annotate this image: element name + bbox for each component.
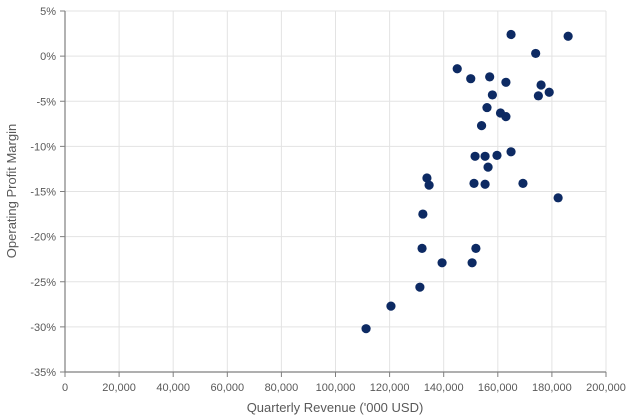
- data-point: [482, 102, 492, 113]
- data-point: [501, 111, 511, 122]
- data-point: [437, 258, 447, 268]
- x-tick-label: 140,000: [424, 382, 464, 394]
- y-tick-label: -15%: [30, 187, 56, 199]
- data-point: [471, 243, 481, 253]
- y-axis-title: Operating Profit Margin: [4, 124, 19, 258]
- data-point: [531, 48, 541, 59]
- data-points: [361, 29, 573, 334]
- y-tick-label: -30%: [30, 322, 56, 334]
- x-tick-label: 20,000: [102, 382, 136, 394]
- gridlines: [65, 10, 607, 372]
- data-point: [424, 180, 434, 190]
- data-point: [480, 179, 490, 189]
- data-point: [518, 178, 528, 188]
- data-point: [501, 77, 511, 87]
- y-tick-label: -20%: [30, 232, 56, 244]
- data-point: [483, 162, 493, 172]
- data-point: [563, 31, 573, 41]
- y-tick-label: 5%: [40, 6, 56, 18]
- x-tick-label: 80,000: [265, 382, 299, 394]
- x-tick-label: 180,000: [532, 382, 572, 394]
- data-point: [386, 301, 396, 311]
- data-point: [485, 72, 495, 82]
- y-tick-label: 0%: [40, 51, 56, 63]
- data-point: [492, 150, 502, 160]
- data-point: [467, 258, 477, 268]
- data-point: [533, 91, 543, 101]
- x-tick-label: 0: [62, 382, 68, 394]
- x-tick-label: 200,000: [586, 382, 626, 394]
- data-point: [415, 282, 425, 292]
- data-point: [544, 87, 554, 97]
- data-point: [422, 173, 432, 183]
- x-tick-label: 160,000: [478, 382, 518, 394]
- data-point: [469, 178, 479, 188]
- y-tick-label: -35%: [30, 367, 56, 379]
- x-tick-label: 120,000: [370, 382, 410, 394]
- data-point: [476, 121, 487, 131]
- data-point: [361, 324, 371, 334]
- data-point: [536, 80, 546, 90]
- data-point: [506, 29, 516, 40]
- data-point: [418, 209, 428, 219]
- data-point: [417, 243, 427, 253]
- x-axis-title: Quarterly Revenue ('000 USD): [247, 400, 424, 415]
- x-tick-label: 40,000: [156, 382, 190, 394]
- y-axis-ticks: 5% 0% -5% -10% -15% -20% -25% -30% -35%: [30, 6, 65, 379]
- data-point: [466, 74, 476, 84]
- data-point: [470, 151, 480, 161]
- y-tick-label: -10%: [30, 141, 56, 153]
- x-tick-label: 100,000: [316, 382, 356, 394]
- y-tick-label: -25%: [30, 277, 56, 289]
- data-point: [452, 64, 462, 74]
- x-tick-label: 60,000: [210, 382, 244, 394]
- x-axis-ticks: 0 20,000 40,000 60,000 80,000 100,000 120,000 1…: [62, 372, 626, 394]
- data-point: [506, 147, 516, 157]
- y-tick-label: -5%: [36, 96, 56, 108]
- data-point: [553, 193, 563, 203]
- data-point: [480, 151, 490, 161]
- data-point: [487, 90, 497, 100]
